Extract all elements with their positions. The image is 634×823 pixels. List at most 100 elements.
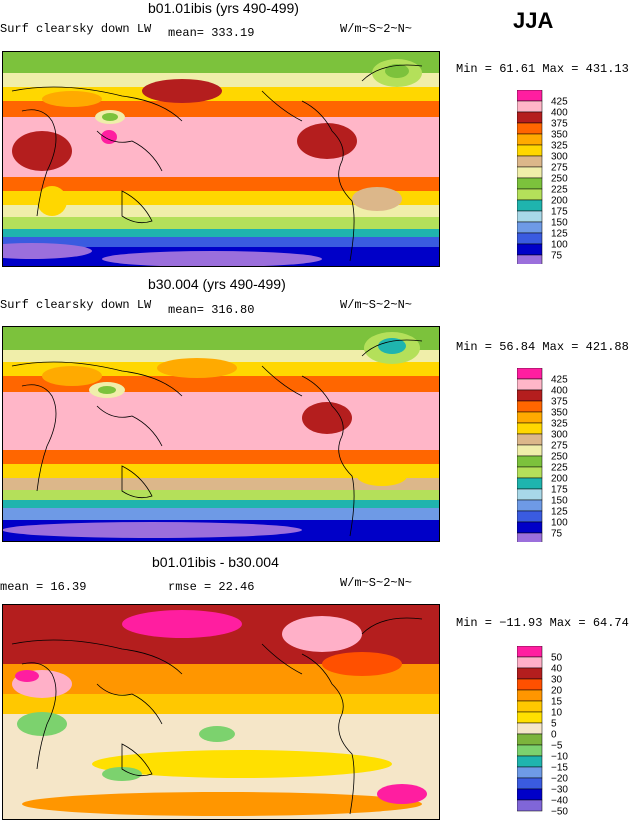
panel-1-minmax: Min = 61.61 Max = 431.13 xyxy=(456,62,629,76)
panel-3-minmax: Min = −11.93 Max = 64.74 xyxy=(456,616,629,630)
legend-swatch xyxy=(517,700,543,713)
panel-1-title: b01.01ibis (yrs 490-499) xyxy=(148,0,299,16)
legend-swatch xyxy=(517,411,543,424)
legend-level-label: −30 xyxy=(551,785,568,796)
legend-level-label: 0 xyxy=(551,730,557,741)
panel-2-variable: Surf clearsky down LW xyxy=(0,298,152,312)
panel-1-units: W/m~S~2~N~ xyxy=(340,22,413,36)
legend-level-label: −20 xyxy=(551,774,568,785)
legend-level-label: 200 xyxy=(551,474,568,485)
legend-swatch xyxy=(517,400,543,413)
legend-swatch xyxy=(517,799,543,812)
legend-level-label: 100 xyxy=(551,518,568,529)
legend-swatch xyxy=(517,678,543,691)
legend-swatch xyxy=(517,254,543,264)
legend-level-label: 50 xyxy=(551,653,563,664)
legend-level-label: −10 xyxy=(551,752,568,763)
legend-level-label: 375 xyxy=(551,119,568,130)
legend-level-label: 275 xyxy=(551,441,568,452)
legend-level-label: 400 xyxy=(551,108,568,119)
legend-level-label: 400 xyxy=(551,386,568,397)
legend-level-label: 150 xyxy=(551,496,568,507)
legend-level-label: 100 xyxy=(551,240,568,251)
legend-swatch xyxy=(517,532,543,542)
panel-3-units: W/m~S~2~N~ xyxy=(340,576,413,590)
legend-swatch xyxy=(517,689,543,702)
legend-swatch xyxy=(517,788,543,801)
legend-swatch xyxy=(517,667,543,680)
panel-1-map xyxy=(2,51,440,267)
legend-swatch xyxy=(517,422,543,435)
legend-swatch xyxy=(517,510,543,523)
legend-swatch xyxy=(517,521,543,534)
legend-swatch xyxy=(517,477,543,490)
legend-swatch xyxy=(517,111,543,124)
legend-level-label: 350 xyxy=(551,408,568,419)
panel-2-mean: mean= 316.80 xyxy=(168,303,255,317)
legend-swatch xyxy=(517,433,543,446)
panel-3-rmse: rmse = 22.46 xyxy=(168,580,255,594)
legend-level-label: 200 xyxy=(551,196,568,207)
legend-level-label: 425 xyxy=(551,375,568,386)
legend-level-label: 425 xyxy=(551,97,568,108)
legend-swatch xyxy=(517,199,543,212)
legend-swatch xyxy=(517,188,543,201)
legend-swatch xyxy=(517,722,543,735)
legend-level-label: 250 xyxy=(551,452,568,463)
panel-3-title: b01.01ibis - b30.004 xyxy=(152,554,279,570)
legend-level-label: 20 xyxy=(551,686,563,697)
legend-swatch xyxy=(517,755,543,768)
legend-swatch xyxy=(517,711,543,724)
legend-level-label: −5 xyxy=(551,741,563,752)
legend-swatch xyxy=(517,166,543,179)
legend-swatch xyxy=(517,499,543,512)
legend-level-label: 150 xyxy=(551,218,568,229)
legend-swatch xyxy=(517,144,543,157)
legend-level-label: 225 xyxy=(551,463,568,474)
panel-3-map xyxy=(2,604,440,820)
legend-swatch xyxy=(517,488,543,501)
legend-level-label: 375 xyxy=(551,397,568,408)
legend-swatch xyxy=(517,100,543,113)
legend-swatch xyxy=(517,777,543,790)
panel-2-units: W/m~S~2~N~ xyxy=(340,298,413,312)
legend-swatch xyxy=(517,455,543,468)
legend-swatch xyxy=(517,444,543,457)
legend-level-label: 275 xyxy=(551,163,568,174)
legend-level-label: 75 xyxy=(551,529,563,540)
legend-swatch xyxy=(517,210,543,223)
legend-level-label: 250 xyxy=(551,174,568,185)
legend-swatch xyxy=(517,232,543,245)
legend-swatch xyxy=(517,221,543,234)
panel-3-mean: mean = 16.39 xyxy=(0,580,87,594)
legend-swatch xyxy=(517,744,543,757)
legend-swatch xyxy=(517,177,543,190)
legend-swatch xyxy=(517,389,543,402)
legend-swatch xyxy=(517,766,543,779)
legend-level-label: 30 xyxy=(551,675,563,686)
legend-level-label: 175 xyxy=(551,485,568,496)
legend-level-label: 175 xyxy=(551,207,568,218)
legend-swatch xyxy=(517,122,543,135)
legend-level-label: 15 xyxy=(551,697,563,708)
legend-level-label: −40 xyxy=(551,796,568,807)
legend-level-label: 5 xyxy=(551,719,557,730)
legend-level-label: 40 xyxy=(551,664,563,675)
panel-2-title: b30.004 (yrs 490-499) xyxy=(148,276,286,292)
panel-1-variable: Surf clearsky down LW xyxy=(0,22,152,36)
panel-1-legend: 4254003753503253002752502252001751501251… xyxy=(517,90,568,264)
legend-swatch xyxy=(517,133,543,146)
legend-level-label: 350 xyxy=(551,130,568,141)
panel-2-minmax: Min = 56.84 Max = 421.88 xyxy=(456,340,629,354)
legend-level-label: 75 xyxy=(551,251,563,262)
panel-2-legend: 4254003753503253002752502252001751501251… xyxy=(517,368,568,542)
legend-swatch xyxy=(517,243,543,256)
legend-level-label: −15 xyxy=(551,763,568,774)
legend-swatch xyxy=(517,656,543,669)
legend-level-label: 325 xyxy=(551,141,568,152)
legend-level-label: 125 xyxy=(551,507,568,518)
legend-swatch xyxy=(517,378,543,391)
legend-level-label: 300 xyxy=(551,430,568,441)
legend-swatch xyxy=(517,646,543,658)
